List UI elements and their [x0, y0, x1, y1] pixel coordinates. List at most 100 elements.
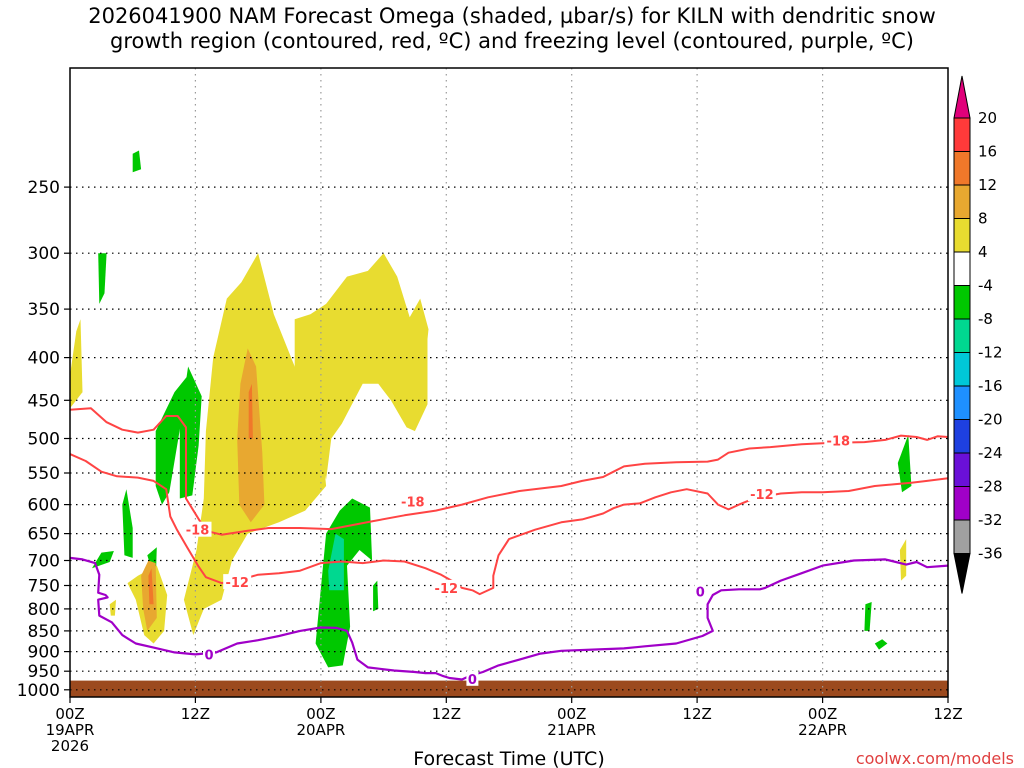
contour-label-dgz-2-2: -12 [435, 582, 459, 597]
chart-title: 2026041900 NAM Forecast Omega (shaded, µ… [0, 4, 1024, 54]
omega-region-green-2 [98, 253, 107, 304]
contour-label-freezing-1-1: 0 [204, 648, 213, 663]
x-tick-label-48-2: 21APR [547, 721, 596, 739]
colorbar: 20 16 12 8 4 -4 -8 -12 -16 -20 -24 -28 -32 -36 [953, 75, 1003, 594]
chart-title-line1: 2026041900 NAM Forecast Omega (shaded, µ… [88, 4, 936, 28]
x-tick-label-12-1: 12Z [181, 705, 210, 723]
contour-label-bg-dgz-2-3 [747, 486, 776, 502]
colorbar-label-5: 4 [978, 243, 988, 261]
axes: 2503003504004505005506006507007508008509… [17, 67, 963, 755]
x-tick-label-84-1: 12Z [933, 705, 962, 723]
y-tick-label-850: 850 [28, 622, 60, 642]
omega-region-gold-2 [141, 560, 157, 631]
contour-label-dgz-1-2: -18 [401, 496, 425, 511]
y-tick-label-900: 900 [28, 643, 60, 663]
y-tick-label-500: 500 [28, 430, 60, 450]
y-tick-label-650: 650 [28, 525, 60, 545]
y-tick-label-300: 300 [28, 244, 60, 264]
colorbar-bottom-arrow [953, 553, 971, 594]
credit-text: coolwx.com/models [856, 749, 1014, 768]
contour-lines: -18 -18 -18 -12 -12 -12 0 0 0 [69, 407, 949, 688]
colorbar-segment-7 [953, 318, 971, 353]
y-tick-label-800: 800 [28, 600, 60, 620]
colorbar-segment-5 [953, 251, 971, 286]
omega-region-green-10 [897, 434, 912, 493]
contour-label-bg-freezing-1-3 [694, 583, 707, 599]
colorbar-label-11: -24 [978, 444, 1003, 462]
omega-region-green-11 [864, 602, 872, 631]
contour-label-freezing-1-2: 0 [468, 673, 477, 688]
omega-region-green-6 [92, 551, 114, 569]
x-tick-label-24-2: 20APR [296, 721, 345, 739]
x-tick-label-36-1: 12Z [432, 705, 461, 723]
omega-region-green-9 [373, 580, 379, 612]
omega-region-yellow-5 [109, 599, 116, 616]
omega-region-orange-1 [248, 383, 253, 439]
contour-label-freezing-1-3: 0 [696, 586, 705, 601]
x-tick-label-24-1: 00Z [306, 705, 335, 723]
colorbar-label-2: 16 [978, 143, 997, 161]
x-tick-label-60-1: 12Z [682, 705, 711, 723]
colorbar-segment-1 [953, 117, 971, 152]
grid-lines [70, 68, 948, 697]
contour-label-bg-dgz-2-1 [223, 574, 252, 590]
y-tick-label-1000: 1000 [17, 681, 60, 701]
omega-region-orange-2 [148, 568, 154, 605]
colorbar-label-12: -28 [978, 478, 1003, 496]
y-tick-label-700: 700 [28, 552, 60, 572]
contour-label-bg-freezing-1-2 [466, 670, 479, 686]
contour-label-dgz-1-1: -18 [186, 524, 210, 539]
y-tick-label-250: 250 [28, 178, 60, 198]
x-tick-label-72-1: 00Z [808, 705, 837, 723]
contour-label-dgz-1-3: -18 [827, 435, 851, 450]
colorbar-segment-11 [953, 452, 971, 487]
x-tick-label-0-3: 2026 [51, 737, 89, 755]
colorbar-label-9: -16 [978, 377, 1003, 395]
colorbar-label-7: -8 [978, 310, 993, 328]
colorbar-label-4: 8 [978, 210, 988, 228]
colorbar-segment-8 [953, 352, 971, 387]
omega-region-green-12 [874, 639, 888, 650]
contour-label-dgz-2-3: -12 [750, 488, 774, 503]
omega-region-green-5 [122, 489, 133, 558]
omega-region-yellow-1 [70, 319, 83, 409]
colorbar-segment-13 [953, 519, 971, 554]
y-tick-label-400: 400 [28, 349, 60, 369]
y-tick-label-950: 950 [28, 662, 60, 682]
contour-label-bg-dgz-1-3 [824, 432, 853, 448]
colorbar-segment-4 [953, 218, 971, 253]
contour-label-dgz-2-1: -12 [225, 576, 249, 591]
colorbar-label-8: -12 [978, 344, 1003, 362]
colorbar-label-13: -32 [978, 511, 1003, 529]
colorbar-label-1: 20 [978, 109, 997, 127]
y-tick-label-550: 550 [28, 464, 60, 484]
colorbar-segment-12 [953, 486, 971, 521]
colorbar-top-arrow [953, 75, 971, 119]
omega-region-green-1 [132, 150, 142, 173]
colorbar-segment-3 [953, 184, 971, 219]
omega-region-yellow-3 [294, 253, 429, 480]
colorbar-label-14: -36 [978, 545, 1003, 563]
x-tick-label-0-2: 19APR [46, 721, 95, 739]
colorbar-label-3: 12 [978, 176, 997, 194]
omega-region-yellow-6 [899, 539, 907, 581]
colorbar-label-6: -4 [978, 277, 993, 295]
colorbar-label-10: -20 [978, 411, 1003, 429]
contour-label-bg-dgz-2-2 [432, 579, 461, 595]
colorbar-segment-10 [953, 419, 971, 454]
y-tick-label-750: 750 [28, 577, 60, 597]
x-axis-label: Forecast Time (UTC) [413, 748, 604, 768]
y-tick-label-450: 450 [28, 391, 60, 411]
plot-frame [69, 67, 949, 698]
contour-label-bg-freezing-1-1 [203, 646, 215, 662]
x-tick-label-72-2: 22APR [798, 721, 847, 739]
y-tick-label-350: 350 [28, 300, 60, 320]
x-tick-label-0-1: 00Z [55, 705, 84, 723]
colorbar-segment-6 [953, 285, 971, 320]
colorbar-segment-9 [953, 385, 971, 420]
x-tick-label-48-1: 00Z [557, 705, 586, 723]
chart-title-line2: growth region (contoured, red, ºC) and f… [110, 29, 914, 53]
colorbar-segment-2 [953, 151, 971, 186]
contour-freezing-1 [69, 556, 949, 681]
